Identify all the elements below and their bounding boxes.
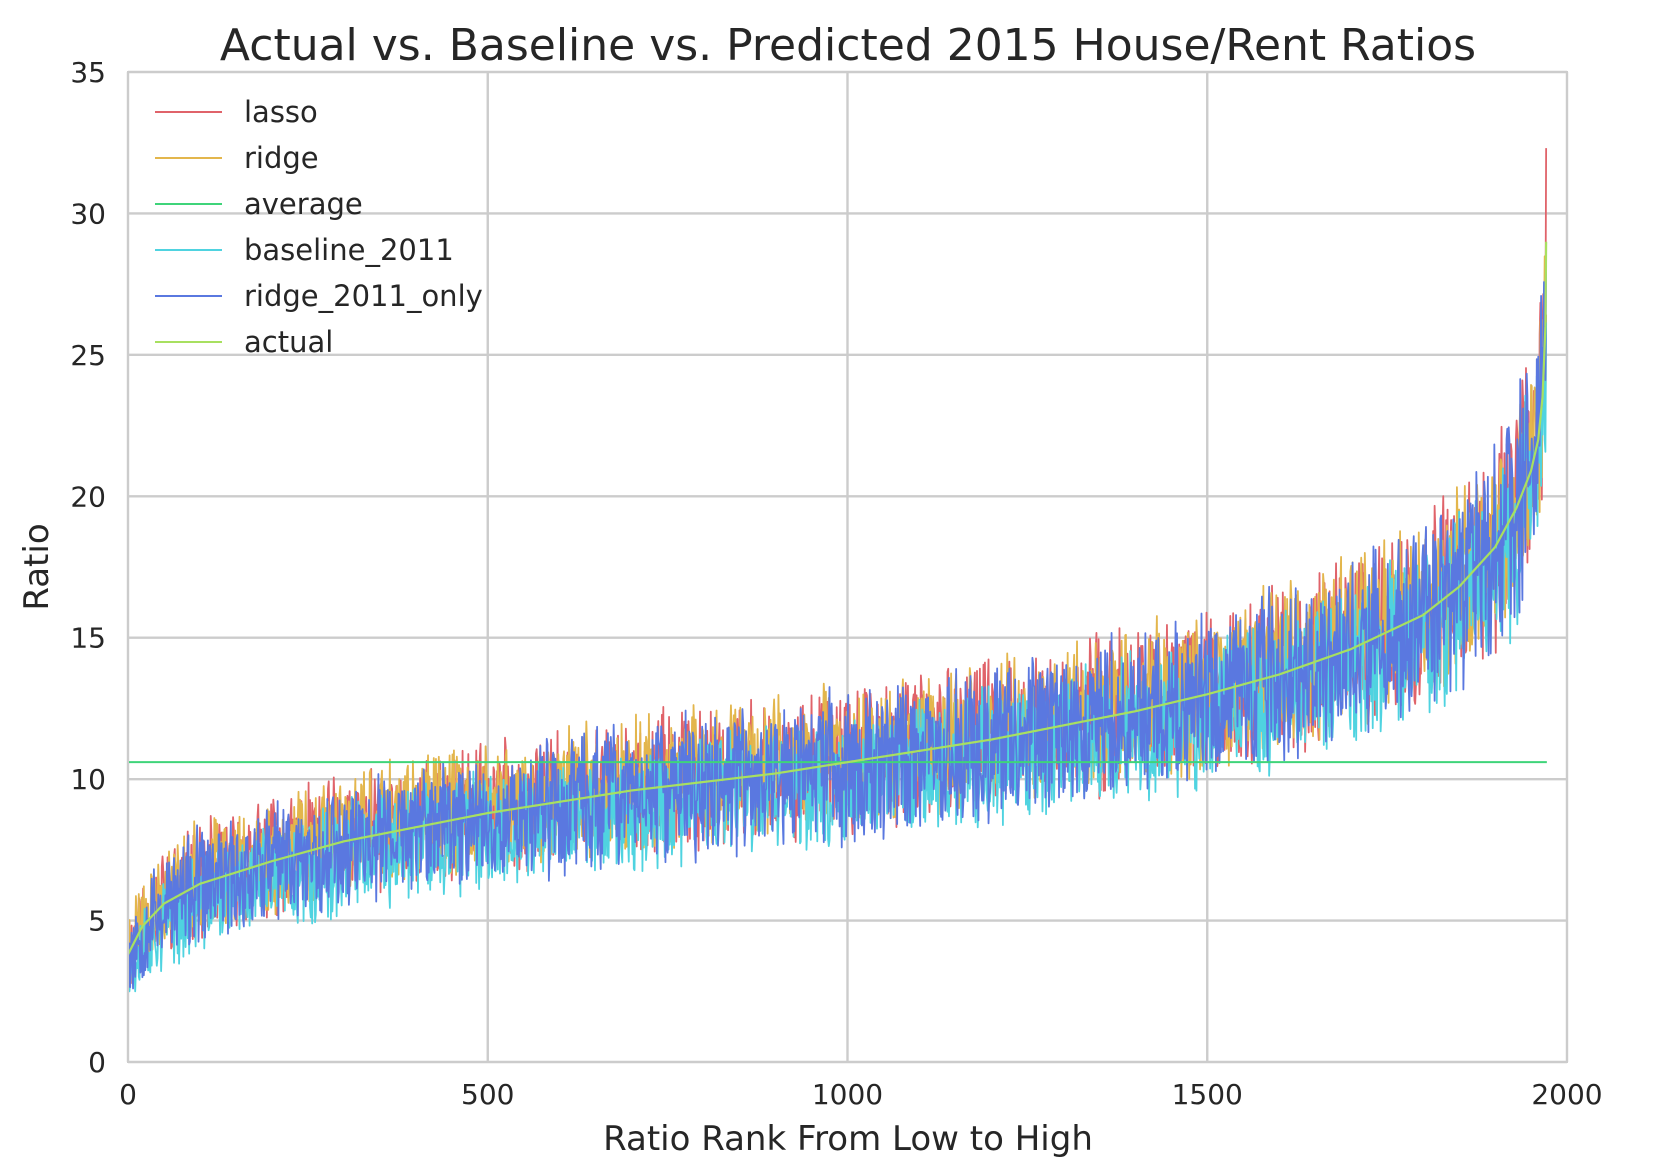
x-axis-label: Ratio Rank From Low to High <box>603 1119 1093 1159</box>
legend-label-actual: actual <box>244 325 333 359</box>
y-tick-label: 5 <box>88 905 106 938</box>
y-tick-label: 0 <box>88 1046 106 1079</box>
y-tick-label: 30 <box>70 197 106 230</box>
legend-label-average: average <box>244 187 363 221</box>
y-tick-label: 35 <box>70 56 106 89</box>
y-tick-label: 25 <box>70 339 106 372</box>
x-tick-label: 1500 <box>1172 1078 1243 1111</box>
x-tick-label: 500 <box>461 1078 514 1111</box>
y-tick-label: 10 <box>70 763 106 796</box>
chart-canvas: Actual vs. Baseline vs. Predicted 2015 H… <box>0 0 1660 1176</box>
y-tick-label: 20 <box>70 480 106 513</box>
chart-title: Actual vs. Baseline vs. Predicted 2015 H… <box>220 20 1476 71</box>
y-axis-label: Ratio <box>17 523 57 610</box>
x-tick-label: 1000 <box>812 1078 883 1111</box>
legend-label-lasso: lasso <box>244 95 318 129</box>
legend-label-baseline-2011: baseline_2011 <box>244 233 454 267</box>
y-tick-label: 15 <box>70 622 106 655</box>
x-tick-label: 0 <box>119 1078 137 1111</box>
legend-label-ridge: ridge <box>244 141 319 175</box>
legend-label-ridge-2011-only: ridge_2011_only <box>244 279 483 313</box>
x-tick-label: 2000 <box>1531 1078 1602 1111</box>
